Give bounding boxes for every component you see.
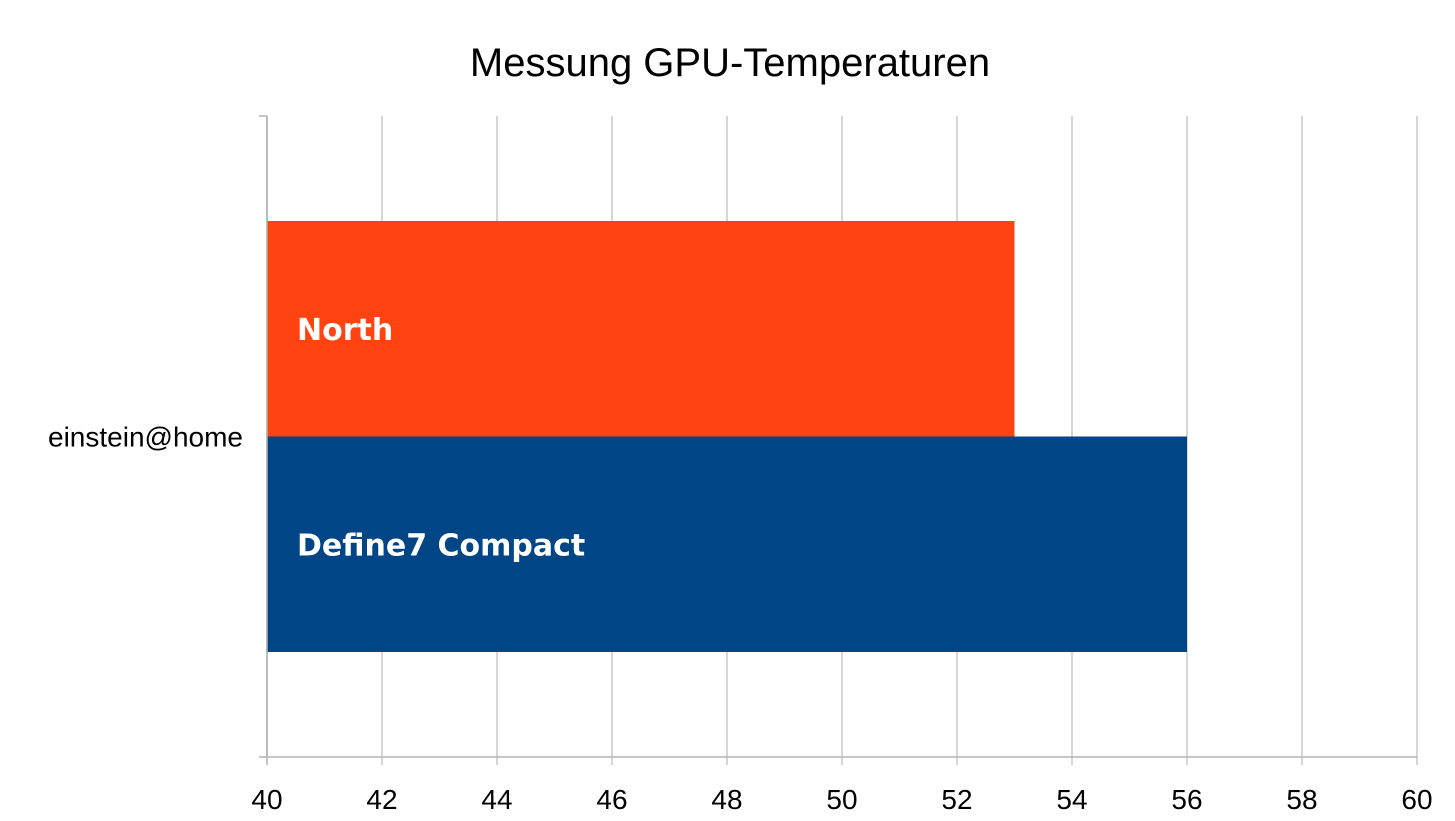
bar-series-label: North [297,313,393,348]
x-tick-label: 56 [1171,784,1202,815]
x-tick-label: 60 [1401,784,1432,815]
x-tick-label: 44 [481,784,512,815]
x-tick-label: 46 [596,784,627,815]
x-tick-label: 52 [941,784,972,815]
labels: 40 42 44 46 48 50 52 54 56 58 60 einstein@home North… [48,313,1433,815]
bar-north [267,221,1015,437]
axes [259,115,1417,758]
x-tick-label: 54 [1056,784,1087,815]
bar-series-label: Define7 Compact [297,528,585,563]
bars [267,221,1187,652]
chart-title: Messung GPU-Temperaturen [470,41,990,85]
x-tick-label: 48 [711,784,742,815]
bar-define7-compact [267,436,1187,652]
x-tick-label: 58 [1286,784,1317,815]
category-label: einstein@home [48,422,243,453]
x-tick-label: 40 [251,784,282,815]
x-tick-label: 42 [366,784,397,815]
x-tick-label: 50 [826,784,857,815]
